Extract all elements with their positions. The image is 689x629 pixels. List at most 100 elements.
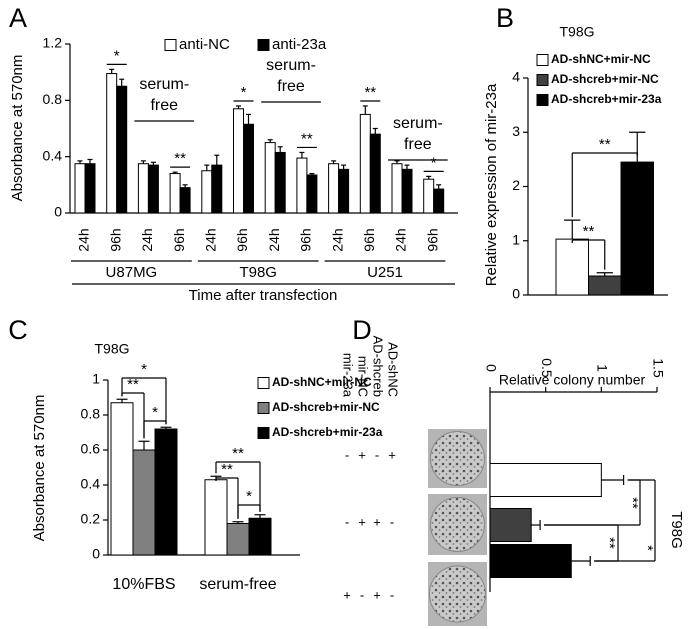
chart-title: T98G — [94, 341, 129, 357]
treatment-sign: - — [360, 587, 364, 602]
panel-letter: B — [496, 3, 514, 33]
colony-dish — [429, 565, 486, 623]
x-tick-label: 96h — [298, 228, 314, 251]
bar — [179, 187, 191, 214]
bar — [106, 73, 118, 214]
treatment-sign: + — [358, 514, 366, 529]
bar — [211, 164, 223, 214]
x-tick-label: 1 — [595, 364, 611, 372]
y-tick-label: 2 — [512, 177, 520, 193]
legend-swatch — [257, 402, 270, 414]
x-tick-label: 1.5 — [650, 358, 666, 378]
treatment-sign: - — [390, 587, 394, 602]
bar — [306, 174, 318, 214]
bar — [423, 178, 435, 214]
legend-swatch — [536, 54, 549, 66]
y-tick-label: 0.2 — [81, 511, 101, 527]
legend-label: AD-shcreb+mir-23a — [272, 425, 383, 439]
y-axis-label: Relative expression of mir-23a — [483, 83, 500, 286]
bar — [555, 238, 589, 296]
legend-label: anti-NC — [179, 36, 230, 53]
y-tick-label: 1.2 — [43, 35, 63, 51]
panel-letter: D — [352, 315, 372, 345]
y-tick-label: 0 — [512, 286, 520, 302]
y-tick-label: 1 — [92, 371, 100, 387]
bar — [328, 163, 340, 214]
y-tick-label: 0.4 — [43, 147, 63, 163]
group-label: T98G — [239, 264, 277, 281]
treatment-label: mir-NC — [356, 356, 371, 397]
x-tick-label: 24h — [203, 228, 219, 251]
treatment-label: AD-shcreb — [371, 336, 386, 397]
treatment-sign: + — [343, 587, 351, 602]
significance-label: ** — [583, 223, 595, 240]
colony-images — [428, 429, 487, 626]
legend-label: AD-shNC+mir-NC — [551, 52, 651, 66]
legend-label: AD-shcreb+mir-NC — [551, 72, 659, 86]
significance-label: ** — [624, 497, 641, 509]
x-tick-label: 96h — [424, 228, 440, 251]
note-label: serum- — [266, 57, 316, 74]
significance-label: ** — [599, 136, 611, 153]
y-tick-label: 4 — [512, 69, 520, 85]
bar — [391, 163, 403, 214]
y-tick-label: 0.8 — [81, 406, 101, 422]
bar — [147, 164, 159, 214]
chart-title: T98G — [559, 24, 594, 40]
bar — [588, 275, 622, 296]
note-label: serum- — [139, 76, 189, 93]
significance-label: * — [114, 47, 120, 64]
x-tick-label: 96h — [171, 228, 187, 251]
x-tick-label: 24h — [139, 228, 155, 251]
bar — [620, 161, 654, 296]
bar — [359, 113, 371, 214]
bar — [74, 163, 86, 214]
group-label: U87MG — [106, 264, 158, 281]
x-tick-label: 24h — [266, 228, 282, 251]
x-tick-label: 10%FBS — [112, 576, 175, 593]
legend-swatch — [257, 39, 270, 51]
significance-label: ** — [601, 537, 618, 549]
x-tick-label: 24h — [329, 228, 345, 251]
treatment-sign: + — [373, 514, 381, 529]
bar — [116, 85, 128, 214]
treatment-sign: + — [358, 447, 366, 462]
x-tick-label: 24h — [393, 228, 409, 251]
treatment-sign: - — [390, 514, 394, 529]
note-label: free — [150, 97, 178, 114]
bar — [132, 449, 156, 556]
treatment-sign: - — [345, 514, 349, 529]
significance-label: * — [241, 84, 247, 101]
treatment-label: mir-23a — [341, 353, 356, 398]
chart-title: T98G — [668, 511, 685, 549]
bar — [204, 479, 228, 556]
significance-label: * — [152, 404, 158, 421]
legend-swatch — [257, 377, 270, 389]
significance-label: * — [431, 154, 437, 171]
significance-label: ** — [174, 150, 186, 167]
legend-swatch — [536, 94, 549, 106]
significance-label: * — [246, 488, 252, 505]
note-label: free — [277, 78, 305, 95]
bar — [433, 188, 445, 214]
bar — [401, 168, 413, 214]
y-axis-label: Absorbance at 570nm — [31, 395, 48, 542]
significance-label: ** — [232, 445, 244, 462]
bar — [169, 173, 181, 214]
x-tick-label: 0.5 — [539, 358, 555, 378]
bar — [264, 142, 276, 214]
bar — [369, 133, 381, 214]
legend-swatch — [536, 74, 549, 86]
legend-label: AD-shcreb+mir-NC — [272, 400, 380, 414]
significance-label: * — [639, 545, 656, 551]
x-tick-label: 96h — [234, 228, 250, 251]
x-tick-label: 96h — [361, 228, 377, 251]
bar — [296, 157, 308, 214]
legend-label: anti-23a — [272, 36, 327, 53]
x-axis-label: Time after transfection — [189, 287, 338, 304]
y-tick-label: 0.4 — [81, 476, 101, 492]
bar — [201, 170, 213, 214]
y-tick-label: 0 — [92, 546, 100, 562]
bar — [243, 123, 254, 214]
